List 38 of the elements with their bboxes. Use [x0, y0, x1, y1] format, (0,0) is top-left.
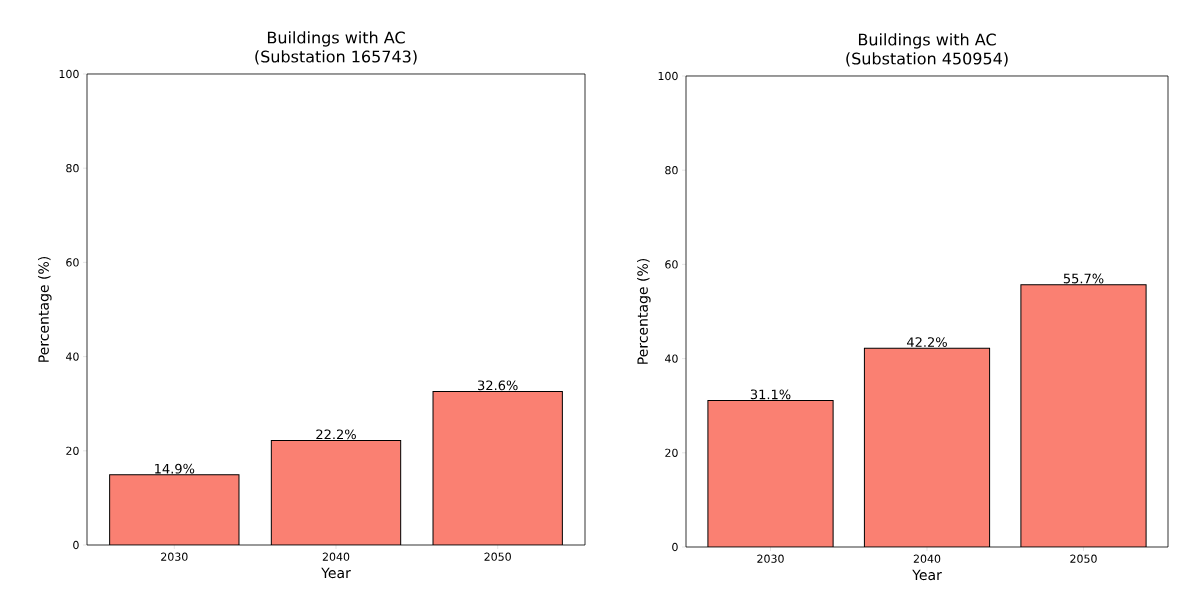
bar: [432, 390, 563, 545]
y-axis-title: Percentage (%): [637, 258, 651, 364]
data-label: 31.1%: [750, 389, 791, 400]
chart-title: Buildings with AC: [267, 31, 405, 47]
y-tick-label: 80: [66, 164, 79, 173]
x-tick-label: 2030: [757, 554, 784, 563]
x-tick-label: 2050: [484, 552, 511, 561]
data-label: 55.7%: [1063, 273, 1104, 284]
y-axis-title: Percentage (%): [38, 256, 52, 362]
x-axis-title: Year: [321, 567, 351, 579]
y-tick-label: 0: [73, 540, 79, 550]
chart-subtitle: (Substation 165743): [255, 50, 417, 65]
x-axis-title: Year: [912, 569, 942, 581]
x-tick-label: 2050: [1070, 554, 1097, 563]
bar: [1020, 284, 1147, 547]
bar: [109, 474, 239, 545]
bar: [707, 400, 834, 547]
x-tick-label: 2030: [161, 552, 188, 561]
chart-subtitle: (Substation 450954): [846, 52, 1008, 67]
y-tick-label: 100: [658, 71, 678, 81]
x-tick-label: 2040: [322, 552, 350, 561]
data-label: 32.6%: [478, 380, 518, 391]
y-tick-label: 20: [665, 448, 678, 457]
x-tick-label: 2040: [913, 554, 941, 563]
y-tick-label: 100: [59, 69, 79, 79]
y-tick-label: 0: [672, 542, 678, 552]
data-label: 22.2%: [316, 429, 356, 440]
chart-title: Buildings with AC: [858, 33, 996, 49]
y-tick-label: 20: [66, 446, 79, 455]
y-tick-label: 60: [66, 258, 79, 267]
bar: [863, 347, 991, 547]
y-tick-label: 40: [65, 352, 79, 361]
y-tick-label: 80: [665, 166, 678, 175]
bar: [270, 439, 402, 545]
y-tick-label: 60: [665, 260, 678, 269]
data-label: 42.2%: [906, 337, 947, 348]
y-tick-label: 40: [664, 354, 678, 363]
data-label: 14.9%: [155, 463, 195, 474]
